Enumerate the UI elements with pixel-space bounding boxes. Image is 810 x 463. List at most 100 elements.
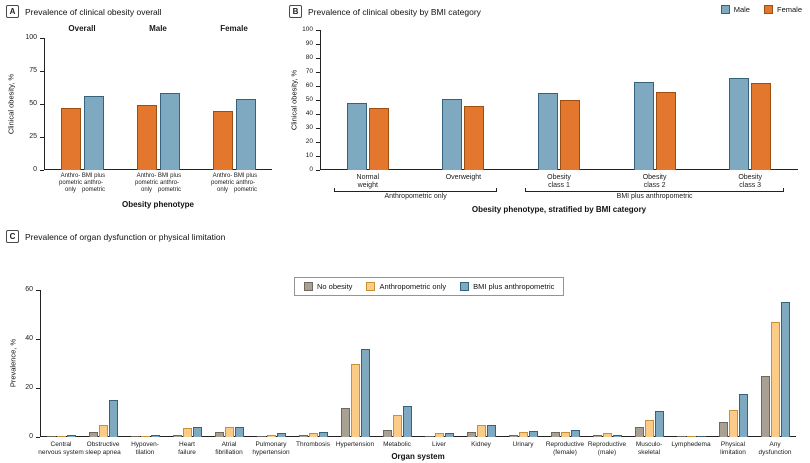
y-tick-label: 50	[305, 95, 313, 103]
y-tick-mark	[40, 37, 44, 39]
bar-hypertension-no-obesity	[340, 407, 350, 437]
x-tick-label: Anthro- pometric only	[210, 173, 234, 193]
bar-pulmonary-hypertension-no-obesity	[256, 435, 266, 437]
bar-hypoventilation-bmi-plus-anthropometric	[150, 434, 160, 437]
panel-b-title: Prevalence of clinical obesity by BMI ca…	[308, 6, 481, 17]
bar-musculoskeletal-bmi-plus-anthropometric	[654, 411, 664, 437]
x-tick-label: Heart failure	[178, 441, 196, 456]
bar-overall-anthropometric-only	[60, 107, 81, 170]
panel-c-title: Prevalence of organ dysfunction or physi…	[25, 231, 226, 242]
x-tick-label: Normal weight	[356, 174, 380, 189]
bar-overall-bmi-plus-anthropometric	[83, 96, 104, 170]
bar-reproductive-female-anthropometric-only	[560, 432, 570, 437]
bar-any-dysfunction-bmi-plus-anthropometric	[780, 302, 790, 437]
bar-obesity-class-1-male	[538, 93, 558, 170]
y-tick-label: 25	[29, 133, 37, 141]
legend-label: Anthropometric only	[379, 282, 447, 291]
bar-thrombosis-anthropometric-only	[308, 433, 318, 437]
panel-c-letter: C	[6, 230, 19, 243]
bar-male-bmi-plus-anthropometric	[159, 93, 180, 170]
legend-label: Female	[776, 5, 802, 14]
bar-male-anthropometric-only	[136, 105, 157, 170]
x-tick-label: Lymphedema	[671, 441, 711, 448]
x-tick-label: Metabolic	[383, 441, 411, 448]
bar-liver-no-obesity	[424, 435, 434, 437]
x-tick-label: Overweight	[445, 174, 482, 181]
bar-hypertension-anthropometric-only	[350, 363, 360, 437]
y-tick-mark	[316, 141, 320, 143]
y-tick-label: 60	[25, 286, 33, 294]
bar-kidney-bmi-plus-anthropometric	[486, 424, 496, 437]
bar-metabolic-bmi-plus-anthropometric	[402, 406, 412, 437]
x-tick-label: Kidney	[471, 441, 491, 448]
y-tick-label: 0	[29, 433, 33, 441]
bar-heart-failure-anthropometric-only	[182, 428, 192, 437]
bar-reproductive-male-bmi-plus-anthropometric	[612, 434, 622, 437]
legend-swatch-icon	[763, 5, 773, 14]
bar-physical-limitation-bmi-plus-anthropometric	[738, 394, 748, 437]
y-tick-label: 60	[305, 81, 313, 89]
bar-atrial-fibrillation-anthropometric-only	[224, 427, 234, 437]
bar-musculoskeletal-anthropometric-only	[644, 419, 654, 437]
panel-a-x-axis-label: Obesity phenotype	[121, 200, 195, 209]
x-tick-label: Hypertension	[335, 441, 375, 448]
bar-atrial-fibrillation-bmi-plus-anthropometric	[234, 427, 244, 437]
bar-hypoventilation-anthropometric-only	[140, 435, 150, 437]
panel-c-legend: No obesity Anthropometric only BMI plus an…	[294, 277, 565, 296]
bar-obesity-class-3-female	[751, 83, 772, 170]
bar-atrial-fibrillation-no-obesity	[214, 432, 224, 437]
bar-hypertension-bmi-plus-anthropometric	[360, 348, 370, 437]
bar-obstructive-sleep-apnea-no-obesity	[88, 432, 98, 437]
bar-heart-failure-bmi-plus-anthropometric	[192, 427, 202, 437]
panel-b-x-axis-label: Obesity phenotype, stratified by BMI cat…	[471, 205, 647, 214]
bar-lymphedema-anthropometric-only	[686, 436, 696, 437]
y-tick-label: 30	[305, 123, 313, 131]
x-tick-label: Central nervous system	[38, 441, 84, 456]
bar-obesity-class-1-female	[560, 100, 580, 170]
x-tick-label: BMI plus anthro- pometric	[157, 173, 182, 193]
y-tick-mark	[40, 136, 44, 138]
bar-pulmonary-hypertension-anthropometric-only	[266, 434, 276, 437]
bracket-label: BMI plus anthropometric	[616, 193, 693, 200]
bar-physical-limitation-anthropometric-only	[728, 410, 738, 437]
bar-normal-weight-female	[368, 108, 389, 170]
panel-c: C Prevalence of organ dysfunction or phy…	[0, 225, 810, 463]
bar-kidney-no-obesity	[466, 432, 476, 437]
bar-central-nervous-system-anthropometric-only	[56, 435, 66, 437]
bar-musculoskeletal-no-obesity	[634, 427, 644, 437]
bar-heart-failure-no-obesity	[172, 434, 182, 437]
panel-b-letter: B	[289, 5, 302, 18]
bar-obesity-class-2-female	[655, 91, 676, 170]
legend-item-anthropometric-only: Anthropometric only	[366, 282, 446, 291]
plot-area	[320, 30, 798, 170]
panel-b-legend: Male Female	[720, 5, 802, 14]
y-tick-mark	[36, 436, 40, 438]
x-tick-label: BMI plus anthro- pometric	[81, 173, 106, 193]
y-tick-mark	[316, 113, 320, 115]
y-tick-label: 80	[305, 53, 313, 61]
bracket-line	[525, 191, 785, 192]
y-tick-label: 10	[305, 151, 313, 159]
bar-physical-limitation-no-obesity	[718, 422, 728, 437]
y-tick-mark	[316, 155, 320, 157]
y-tick-mark	[36, 289, 40, 291]
panel-a-header: A Prevalence of clinical obesity overall	[6, 5, 162, 18]
x-tick-label: Any dysfunction	[758, 441, 792, 456]
x-tick-label: Liver	[431, 441, 447, 448]
x-tick-label: Physical limitation	[720, 441, 746, 456]
bar-urinary-bmi-plus-anthropometric	[528, 430, 538, 437]
bar-overweight-female	[464, 105, 485, 170]
bracket-line	[333, 191, 498, 192]
x-tick-label: Anthro- pometric only	[134, 173, 158, 193]
group-header-overall: Overall	[68, 24, 96, 33]
y-tick-mark	[316, 57, 320, 59]
panel-a-letter: A	[6, 5, 19, 18]
bar-liver-bmi-plus-anthropometric	[444, 433, 454, 437]
y-tick-label: 100	[25, 34, 37, 42]
bar-female-anthropometric-only	[212, 110, 233, 170]
bracket-end-tick	[496, 188, 498, 191]
legend-item-no-obesity: No obesity	[304, 282, 352, 291]
legend-label: No obesity	[317, 282, 353, 291]
y-tick-mark	[36, 387, 40, 389]
bar-urinary-anthropometric-only	[518, 432, 528, 437]
